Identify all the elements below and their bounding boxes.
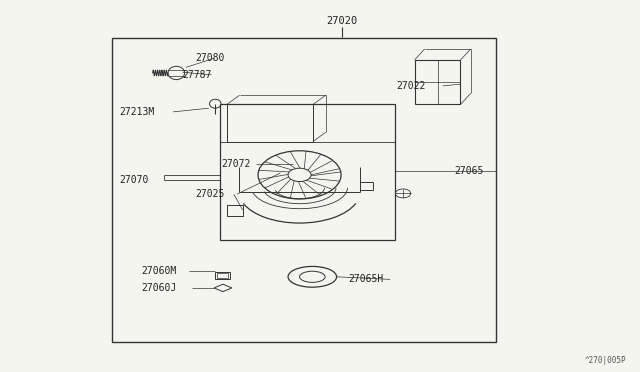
Text: 27060M: 27060M: [141, 266, 177, 276]
Text: 27065H: 27065H: [349, 275, 384, 284]
Text: 27060J: 27060J: [141, 283, 177, 293]
Text: 27065: 27065: [454, 166, 483, 176]
Bar: [214, 272, 230, 279]
Text: 27072: 27072: [221, 159, 250, 169]
Bar: [415, 60, 461, 105]
Text: 27213M: 27213M: [119, 107, 154, 117]
Text: 27025: 27025: [195, 189, 225, 199]
Text: ^270|005P: ^270|005P: [585, 356, 627, 365]
Text: 27787: 27787: [182, 70, 212, 80]
Bar: [220, 105, 396, 240]
Bar: [227, 205, 243, 216]
Text: 27020: 27020: [327, 16, 358, 26]
Text: 27022: 27022: [397, 81, 426, 91]
Text: 27080: 27080: [195, 53, 225, 63]
Bar: [227, 105, 313, 141]
Text: 27070: 27070: [119, 176, 148, 185]
Bar: [216, 273, 228, 278]
Bar: [113, 38, 495, 341]
